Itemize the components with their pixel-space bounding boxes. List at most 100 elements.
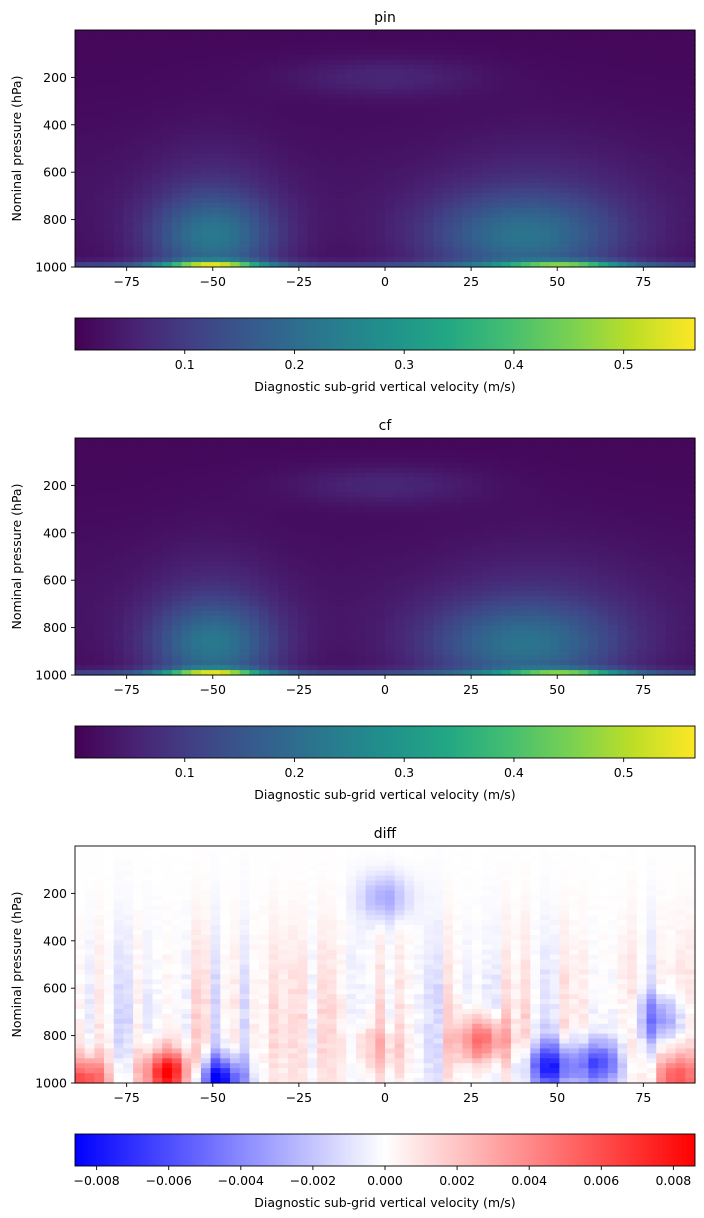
heatmap-cell [404,551,415,558]
heatmap-cell [210,257,221,263]
heatmap-cell [259,34,270,41]
heatmap-cell [636,59,648,66]
heatmap-cell [142,610,154,617]
heatmap-cell [375,49,386,56]
heatmap-cell [540,99,551,105]
heatmap-cell [191,660,202,666]
heatmap-cell [84,109,95,115]
heatmap-cell [656,173,667,179]
heatmap-cell [636,232,648,238]
heatmap-cell [540,79,551,85]
heatmap-cell [200,163,212,169]
heatmap-cell [394,99,405,105]
heatmap-cell [307,192,318,199]
heatmap-cell [404,650,415,656]
heatmap-cell [423,113,435,120]
heatmap-cell [220,232,231,238]
heatmap-cell [617,69,628,76]
heatmap-cell [540,64,551,71]
heatmap-cell [162,163,173,169]
heatmap-cell [326,163,338,169]
heatmap-cell [297,104,309,110]
heatmap-cell [200,138,212,145]
heatmap-cell [656,153,667,159]
heatmap-cell [355,571,367,577]
heatmap-cell [326,153,338,159]
heatmap-cell [355,104,367,110]
heatmap-cell [200,257,212,263]
heatmap-cell [588,138,599,145]
heatmap-cell [510,242,522,248]
heatmap-cell [404,600,415,607]
heatmap-cell [385,104,396,110]
heatmap-cell [385,207,396,214]
heatmap-cell [94,462,105,469]
heatmap-cell [355,173,367,179]
heatmap-cell [491,153,502,159]
heatmap-cell [210,118,221,125]
heatmap-cell [307,153,318,159]
heatmap-cell [288,502,299,508]
heatmap-cell [278,566,289,572]
heatmap-cell [307,109,318,115]
heatmap-cell [200,521,212,528]
heatmap-cell [152,600,163,607]
heatmap-cell [520,128,531,135]
heatmap-cell [481,34,493,41]
heatmap-cell [200,109,212,115]
heatmap-cell [200,237,212,243]
heatmap-cell [249,551,260,558]
heatmap-cell [510,183,522,189]
heatmap-cell [259,600,270,607]
heatmap-cell [636,207,648,214]
heatmap-cell [559,69,570,76]
heatmap-cell [462,84,473,90]
heatmap-cell [239,487,250,493]
heatmap-cell [404,645,415,651]
heatmap-cell [598,232,609,238]
heatmap-cell [191,89,202,95]
heatmap-cell [501,217,512,224]
heatmap-cell [123,576,134,582]
heatmap-cell [152,173,163,179]
heatmap-cell [84,262,95,268]
heatmap-cell [288,600,299,607]
heatmap-cell [646,59,657,66]
heatmap-cell [297,512,309,518]
heatmap-cell [239,620,250,627]
heatmap-cell [598,59,609,66]
heatmap-cell [191,452,202,459]
heatmap-cell [75,586,86,592]
heatmap-cell [239,247,250,253]
heatmap-cell [414,556,425,563]
heatmap-cell [249,625,260,632]
heatmap-cell [210,596,221,602]
heatmap-cell [656,197,667,204]
heatmap-cell [385,438,396,444]
heatmap-cell [220,536,231,543]
heatmap-cell [414,188,425,194]
heatmap-cell [123,202,134,209]
heatmap-cell [365,487,376,493]
heatmap-cell [617,262,628,268]
heatmap-cell [646,64,657,71]
heatmap-cell [394,536,405,543]
heatmap-cell [94,113,105,120]
heatmap-cell [375,521,386,528]
heatmap-cell [210,615,221,622]
heatmap-cell [104,178,115,184]
heatmap-cell [249,497,260,503]
heatmap-cell [84,153,95,159]
heatmap-cell [569,257,580,263]
heatmap-cell [249,104,260,110]
heatmap-cell [375,457,386,464]
heatmap-cell [94,104,105,110]
heatmap-cell [84,447,95,454]
heatmap-cell [75,109,86,115]
heatmap-cell [162,581,173,587]
heatmap-cell [288,222,299,229]
heatmap-cell [191,442,202,449]
heatmap-cell [297,536,309,543]
heatmap-cell [443,212,454,219]
heatmap-cell [665,44,677,51]
